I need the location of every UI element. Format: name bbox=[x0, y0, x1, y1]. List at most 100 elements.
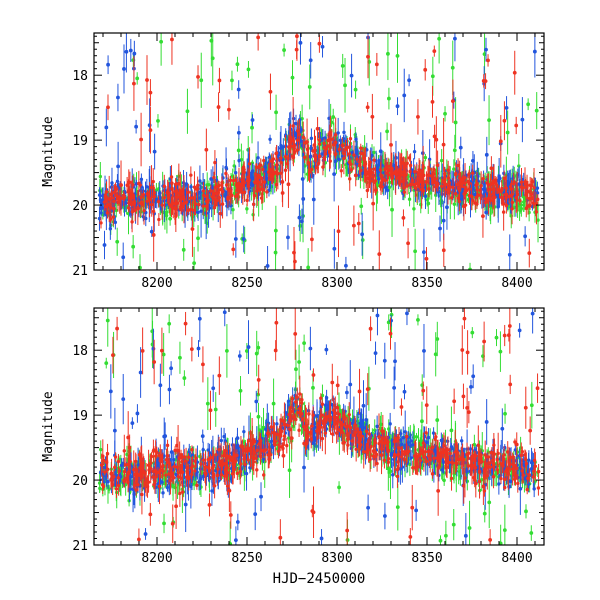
data-point bbox=[349, 167, 354, 172]
data-point bbox=[501, 210, 506, 214]
data-point bbox=[166, 191, 171, 196]
data-point bbox=[196, 236, 200, 241]
data-point bbox=[216, 105, 221, 109]
y-tick-label: 21 bbox=[72, 264, 88, 279]
data-point bbox=[116, 95, 120, 100]
data-point bbox=[236, 192, 240, 197]
data-point bbox=[326, 144, 330, 148]
data-point bbox=[534, 108, 539, 113]
data-point bbox=[261, 167, 265, 172]
data-point bbox=[360, 238, 365, 242]
data-point bbox=[250, 125, 254, 130]
data-point bbox=[355, 151, 359, 155]
data-point bbox=[228, 192, 233, 196]
data-point bbox=[339, 169, 343, 173]
data-point bbox=[224, 167, 229, 171]
data-point bbox=[265, 190, 269, 194]
data-point bbox=[297, 132, 302, 137]
data-point bbox=[171, 483, 175, 488]
data-point bbox=[497, 190, 502, 194]
data-point bbox=[198, 179, 202, 183]
data-point bbox=[446, 168, 450, 172]
data-point bbox=[310, 237, 314, 242]
data-point bbox=[486, 196, 491, 200]
data-point bbox=[274, 110, 278, 115]
data-point bbox=[414, 435, 419, 439]
data-point bbox=[347, 160, 352, 164]
data-point bbox=[156, 199, 161, 204]
data-point bbox=[220, 202, 225, 206]
data-point bbox=[467, 187, 471, 191]
data-point bbox=[320, 44, 325, 49]
data-point bbox=[127, 201, 131, 205]
data-point bbox=[525, 185, 529, 189]
data-point bbox=[292, 259, 297, 264]
data-point bbox=[336, 229, 341, 234]
data-point bbox=[379, 422, 383, 427]
data-point bbox=[251, 213, 255, 217]
top-panel: 8200 8250 8300 8350 8400 18 19 20 21 Magnitude bbox=[41, 32, 545, 291]
data-point bbox=[344, 263, 348, 268]
data-point bbox=[430, 99, 435, 104]
data-point bbox=[113, 220, 118, 225]
data-point bbox=[348, 137, 353, 141]
data-point bbox=[475, 195, 479, 200]
data-point bbox=[536, 197, 540, 202]
data-point bbox=[199, 78, 204, 83]
data-point bbox=[467, 194, 472, 198]
data-point bbox=[311, 197, 316, 202]
data-point bbox=[241, 237, 246, 241]
data-point bbox=[447, 181, 451, 185]
data-point bbox=[256, 156, 260, 160]
data-point bbox=[148, 90, 153, 95]
top-panel-ticks bbox=[94, 33, 544, 271]
data-point bbox=[145, 199, 149, 203]
data-point bbox=[97, 193, 102, 197]
data-point bbox=[453, 120, 458, 125]
data-point bbox=[483, 197, 488, 201]
data-point bbox=[316, 162, 321, 166]
data-point bbox=[132, 51, 137, 56]
data-point bbox=[345, 145, 350, 150]
data-point bbox=[348, 177, 352, 181]
data-point bbox=[236, 130, 241, 135]
data-point bbox=[221, 189, 225, 194]
top-panel-data-points bbox=[97, 33, 540, 270]
data-point bbox=[151, 233, 156, 237]
data-point bbox=[137, 181, 141, 186]
data-point bbox=[407, 197, 412, 201]
data-point bbox=[512, 70, 517, 75]
data-point bbox=[247, 162, 252, 166]
data-point bbox=[186, 190, 191, 194]
data-point bbox=[139, 137, 143, 142]
data-point bbox=[390, 166, 394, 171]
data-point bbox=[237, 158, 241, 163]
data-point bbox=[437, 36, 442, 41]
data-point bbox=[279, 171, 283, 175]
data-point bbox=[429, 174, 434, 178]
data-point bbox=[392, 163, 396, 168]
data-point bbox=[534, 210, 539, 214]
data-point bbox=[226, 195, 230, 200]
data-point bbox=[510, 200, 515, 205]
data-point bbox=[287, 145, 291, 149]
data-point bbox=[529, 183, 534, 188]
data-point bbox=[207, 182, 211, 187]
data-point bbox=[536, 218, 540, 222]
data-point bbox=[317, 138, 322, 142]
data-point bbox=[312, 143, 317, 147]
data-point bbox=[407, 78, 411, 83]
data-point bbox=[300, 219, 304, 224]
data-point bbox=[297, 215, 302, 220]
data-point bbox=[523, 234, 528, 239]
data-point bbox=[424, 256, 429, 261]
data-point bbox=[359, 204, 364, 209]
data-point bbox=[495, 183, 499, 187]
data-point bbox=[475, 183, 479, 187]
data-point bbox=[246, 67, 251, 72]
data-point bbox=[434, 137, 439, 142]
data-point bbox=[102, 243, 107, 247]
data-point bbox=[455, 182, 459, 187]
data-point bbox=[504, 186, 509, 190]
data-point bbox=[458, 145, 463, 150]
